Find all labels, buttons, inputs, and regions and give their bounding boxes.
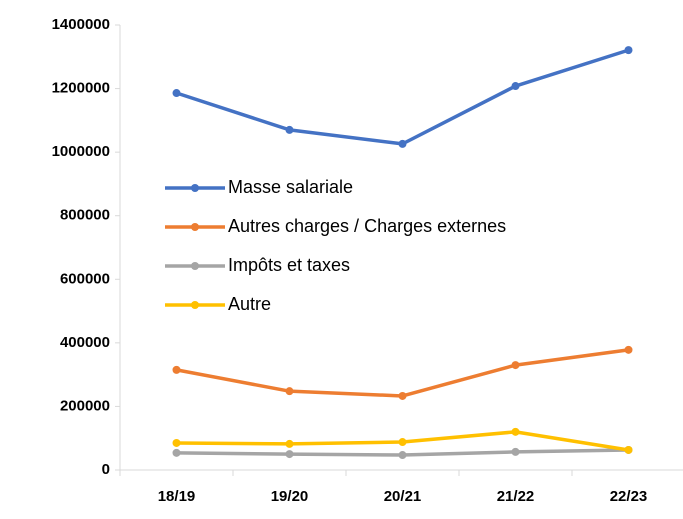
legend-marker [191,223,199,231]
series-point [172,89,181,98]
x-tick-label: 21/22 [497,488,535,505]
legend-marker [191,184,199,192]
legend-marker [191,301,199,309]
series-point [624,46,633,55]
y-tick-label: 1400000 [52,16,110,33]
series-point [172,448,181,457]
series-point [511,427,520,436]
series-point [398,391,407,400]
series-point [511,447,520,456]
y-tick-label: 1000000 [52,143,110,160]
series-point [285,450,294,459]
series-point [285,387,294,396]
x-tick-label: 18/19 [158,488,196,505]
series-point [398,139,407,148]
series-point [285,439,294,448]
x-tick-label: 19/20 [271,488,309,505]
series-line [176,348,629,398]
x-tick-label: 20/21 [384,488,422,505]
series-point [398,438,407,447]
series-point [398,451,407,460]
legend-label: Impôts et taxes [228,255,350,275]
y-tick-label: 200000 [60,397,110,414]
y-tick-label: 800000 [60,207,110,224]
x-tick-label: 22/23 [610,488,648,505]
series-point [511,361,520,370]
series-line [175,48,630,146]
y-tick-label: 1200000 [52,80,110,97]
legend-label: Autre [228,294,271,314]
series-point [172,365,181,374]
y-tick-label: 400000 [60,334,110,351]
series-point [624,445,633,454]
series-point [285,125,294,134]
series-point [172,438,181,447]
y-tick-label: 0 [102,461,110,478]
series-point [511,82,520,91]
legend-label: Autres charges / Charges externes [228,216,506,236]
legend-label: Masse salariale [228,177,353,197]
series-point [624,345,633,354]
y-tick-label: 600000 [60,270,110,287]
legend-marker [191,262,199,270]
